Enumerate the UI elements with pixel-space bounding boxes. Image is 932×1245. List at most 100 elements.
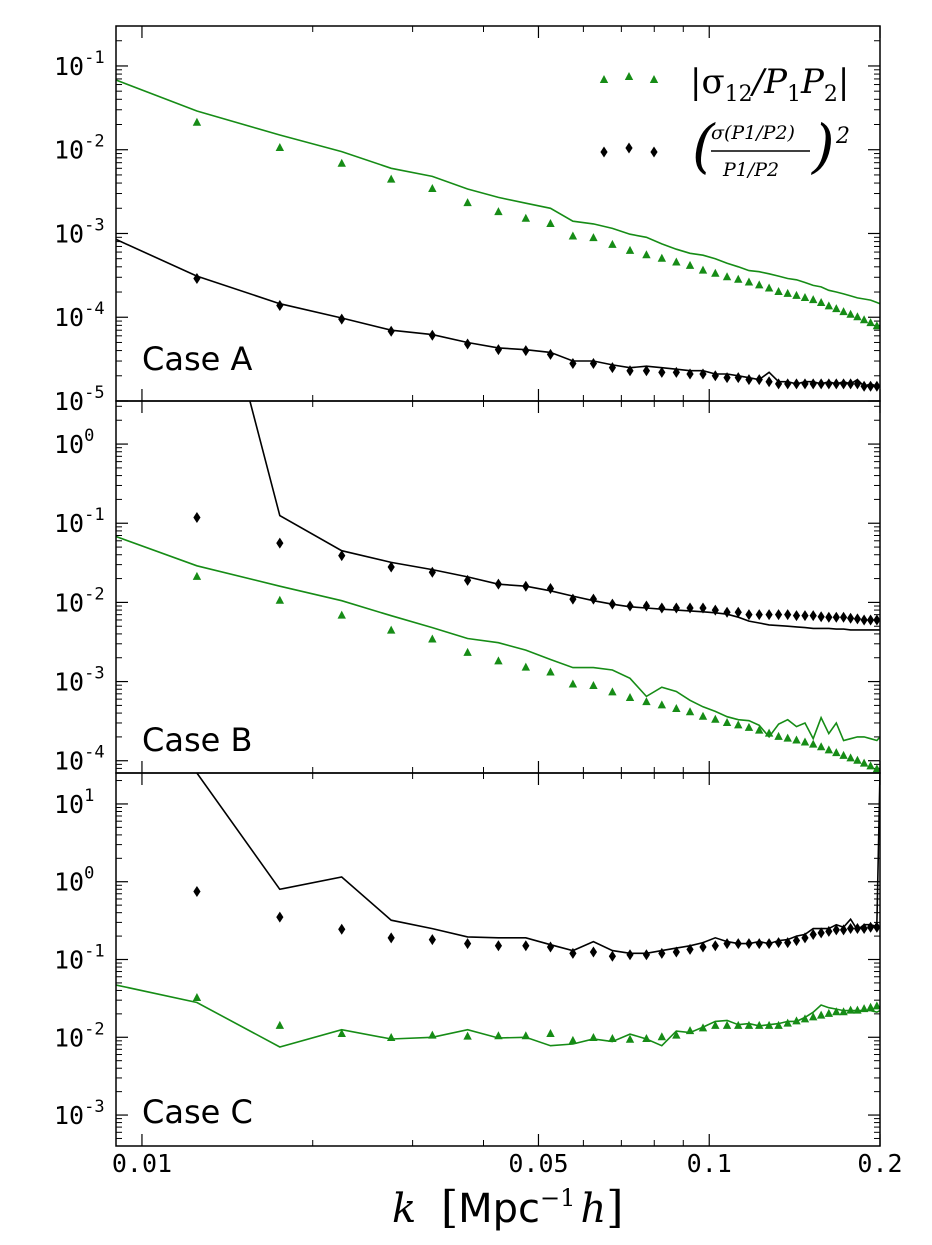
y-tick-label: 10-2 xyxy=(54,132,105,165)
triangle-point xyxy=(642,697,651,706)
y-tick-label: 101 xyxy=(54,786,94,819)
triangle-point xyxy=(734,720,743,729)
diamond-point xyxy=(784,378,792,390)
diamond-point xyxy=(784,609,792,621)
triangle-point xyxy=(755,280,764,289)
y-tick-exp: -4 xyxy=(84,299,104,319)
diamond-point xyxy=(522,345,530,357)
diamond-point xyxy=(193,885,201,897)
diamond-point xyxy=(839,611,848,623)
triangle-point xyxy=(337,1029,346,1038)
diamond-point xyxy=(745,609,753,621)
legend-ratio-numerator: σ(P1/P2) xyxy=(711,122,795,144)
panel-frame xyxy=(115,772,881,1147)
diamond-point xyxy=(734,372,742,384)
triangle-point xyxy=(853,1005,862,1014)
diamond-point xyxy=(809,928,817,940)
triangle-point xyxy=(386,174,396,183)
triangle-point xyxy=(792,1016,801,1025)
triangle-point xyxy=(800,737,810,746)
diamond-point xyxy=(711,940,719,952)
y-tick-exp: -3 xyxy=(84,664,104,684)
triangle-point xyxy=(744,1020,754,1029)
y-tick-label: 10-4 xyxy=(54,743,105,776)
diamond-point xyxy=(276,911,284,923)
diamond-point xyxy=(589,358,598,370)
diamond-point xyxy=(745,374,753,386)
y-tick-label: 10-3 xyxy=(54,215,105,248)
triangle-point xyxy=(657,700,667,709)
y-tick-label: 10-3 xyxy=(54,664,105,697)
diamond-point xyxy=(792,610,801,622)
diamond-point xyxy=(642,600,651,612)
panel-data xyxy=(116,773,880,1048)
triangle-point xyxy=(816,1010,826,1019)
y-tick-base: 10 xyxy=(54,1101,84,1130)
y-tick-label: 10-3 xyxy=(54,1097,105,1130)
triangle-point xyxy=(755,1020,764,1029)
diamond-point xyxy=(774,378,783,390)
panel-label-case-c: Case C xyxy=(142,1093,253,1131)
triangle-point xyxy=(872,321,880,330)
triangle-point xyxy=(711,1020,720,1029)
diamond-point xyxy=(338,550,346,562)
diamond-point xyxy=(589,946,598,958)
panels: 10-510-410-310-210-110-410-310-210-11001… xyxy=(54,25,881,1147)
triangle-point xyxy=(625,693,635,702)
diamond-point xyxy=(809,610,817,622)
diamond-point xyxy=(686,943,694,955)
diamond-point xyxy=(765,376,773,388)
diamond-point xyxy=(723,938,731,950)
series-line-sigma12_line xyxy=(116,79,880,305)
triangle-point xyxy=(800,1014,810,1023)
y-tick-base: 10 xyxy=(54,303,84,332)
legend-right-paren: ) xyxy=(810,112,835,180)
x-tick-label: 0.05 xyxy=(508,1149,568,1178)
diamond-point xyxy=(658,602,666,614)
diamond-point xyxy=(494,940,503,952)
y-tick-base: 10 xyxy=(54,1023,84,1052)
diamond-point xyxy=(873,614,880,626)
diamond-point xyxy=(817,611,825,623)
triangle-point xyxy=(755,725,764,734)
triangle-point xyxy=(608,687,617,696)
triangle-point xyxy=(192,571,202,580)
diamond-point xyxy=(546,582,555,594)
x-label-bracket-right: ] xyxy=(606,1182,623,1233)
triangle-point xyxy=(846,753,855,762)
triangle-point xyxy=(792,735,801,744)
y-tick-exp: -1 xyxy=(84,505,104,525)
panel-1: 10-510-410-310-210-1 xyxy=(54,25,881,416)
y-tick-exp: -5 xyxy=(84,383,104,403)
y-tick-exp: 0 xyxy=(84,864,94,884)
triangle-point xyxy=(859,758,869,767)
legend-diamond-markers xyxy=(600,142,658,158)
triangle-point xyxy=(521,213,531,222)
triangle-point xyxy=(808,295,818,304)
diamond-point xyxy=(825,378,833,390)
y-tick-base: 10 xyxy=(54,868,84,897)
triangle-point xyxy=(546,1029,555,1038)
x-tick-label: 0.01 xyxy=(112,1149,172,1178)
x-label-bracket-left: [ xyxy=(441,1182,458,1233)
y-tick-exp: -4 xyxy=(84,743,104,763)
triangle-point xyxy=(808,739,818,748)
triangle-point xyxy=(625,1034,635,1043)
y-tick-base: 10 xyxy=(54,430,84,459)
triangle-point xyxy=(685,707,695,716)
triangle-point xyxy=(832,1007,841,1016)
triangle-point xyxy=(546,667,555,676)
triangle-point xyxy=(337,610,346,619)
diamond-point xyxy=(428,934,436,946)
diamond-point xyxy=(866,380,875,392)
diamond-point xyxy=(463,938,472,950)
diamond-point xyxy=(846,923,855,935)
triangle-point xyxy=(463,198,472,207)
diamond-point xyxy=(801,378,809,390)
x-tick-label: 0.2 xyxy=(857,1149,902,1178)
panel-label-case-b: Case B xyxy=(142,721,252,759)
triangle-point xyxy=(783,288,792,297)
triangle-point xyxy=(808,1012,818,1021)
diamond-point xyxy=(792,935,801,947)
legend-sub-2: 2 xyxy=(824,82,838,107)
